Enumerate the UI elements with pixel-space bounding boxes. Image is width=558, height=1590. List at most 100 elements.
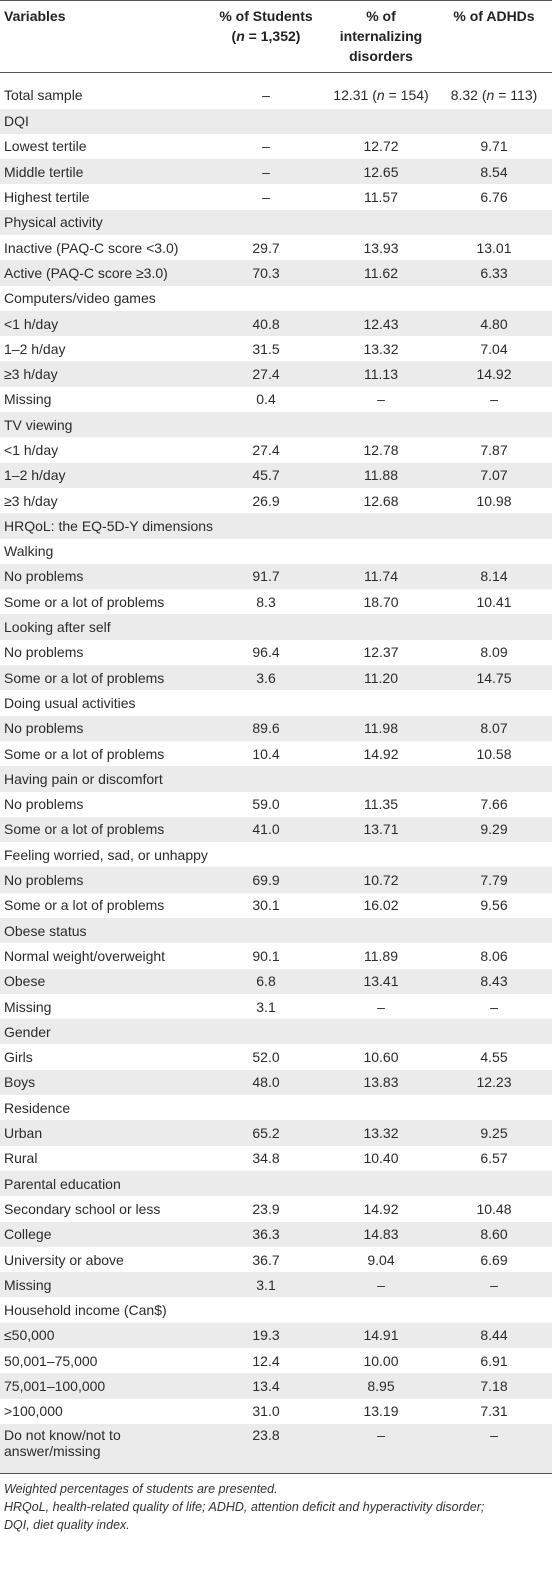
value-cell: 89.6 [252,720,280,737]
table-row: No problems 96.4 12.37 8.09 [0,639,552,666]
value-cell: 40.8 [252,315,280,332]
value-cell: 14.92 [476,366,512,383]
row-label: Missing [4,998,52,1015]
value-cell: 36.3 [252,1226,280,1243]
value-cell: 6.8 [256,973,276,990]
value-cell [436,539,552,564]
value-cell: – [377,1276,385,1293]
value-cell: 12.4 [252,1352,280,1369]
value-cell [206,614,326,639]
value-cell: 18.70 [363,593,399,610]
row-label: ≤50,000 [4,1327,55,1344]
value-cell: 96.4 [252,644,280,661]
value-cell: 13.01 [476,239,512,256]
value-cell: 10.72 [363,872,399,889]
row-label: Residence [4,1099,71,1116]
table-row: Gender [0,1019,552,1045]
value-cell: 14.91 [363,1327,399,1344]
table-row: Girls 52.0 10.60 4.55 [0,1044,552,1070]
value-cell: 14.92 [363,745,399,762]
value-cell: 52.0 [252,1049,280,1066]
value-cell: 11.89 [364,947,398,964]
row-label: 50,001–75,000 [4,1352,98,1369]
value-cell: 6.57 [480,1150,508,1167]
value-cell: 7.18 [480,1377,508,1394]
row-label: 1–2 h/day [4,467,66,484]
table-row: Household income (Can$) [0,1297,552,1323]
value-cell: 7.66 [480,796,508,813]
value-cell: 48.0 [252,1074,280,1091]
value-cell: 10.48 [476,1200,512,1217]
value-cell [206,1019,326,1044]
value-cell: 8.60 [480,1226,508,1243]
value-cell: 12.43 [363,315,399,332]
value-cell [326,1171,436,1196]
value-cell: 6.76 [480,189,508,206]
row-label: Lowest tertile [4,138,87,155]
value-cell: 12.78 [363,442,399,458]
row-label: No problems [4,872,84,889]
value-cell: – [326,1423,436,1475]
table-row: Missing 3.1 – – [0,993,552,1020]
table-row: Middle tertile – 12.65 8.54 [0,159,552,185]
row-label: 1–2 h/day [4,340,66,357]
table-row: Computers/video games [0,285,552,311]
value-cell [436,918,552,943]
table-row: ≥3 h/day 27.4 11.13 14.92 [0,361,552,387]
value-cell: – [436,1423,552,1475]
row-label: Looking after self [4,619,111,636]
value-cell: 7.31 [480,1403,508,1420]
value-cell [326,286,436,311]
value-cell: 23.9 [252,1200,280,1217]
value-cell: 12.31 (n = 154) [333,86,429,103]
value-cell: 14.92 [363,1200,399,1217]
header-adhd: % of ADHDs [436,0,552,73]
value-cell [206,539,326,564]
value-cell [436,286,552,311]
value-cell: 31.0 [252,1403,280,1420]
value-cell: 10.00 [363,1352,399,1369]
value-cell: 36.7 [252,1251,280,1268]
value-cell: 10.60 [363,1049,399,1066]
table-row: >100,000 31.0 13.19 7.31 [0,1398,552,1424]
row-label: Missing [4,391,52,408]
row-label: Doing usual activities [4,694,136,711]
value-cell: 13.71 [363,821,399,838]
value-cell: 0.4 [256,391,276,408]
row-label: TV viewing [4,416,73,433]
table-row: Active (PAQ-C score ≥3.0) 70.3 11.62 6.33 [0,260,552,286]
table-row: Obese status [0,918,552,944]
value-cell: 11.62 [364,264,398,281]
value-cell: 11.74 [364,568,398,585]
value-cell: 7.07 [480,467,508,484]
row-label: Computers/video games [4,290,156,307]
value-cell: 19.3 [252,1327,280,1344]
table-row: Secondary school or less 23.9 14.92 10.48 [0,1196,552,1222]
value-cell [206,286,326,311]
row-label: Parental education [4,1175,121,1192]
value-cell: 7.87 [480,442,508,458]
value-cell [326,109,436,134]
row-label: Some or a lot of problems [4,669,165,686]
value-cell: 8.54 [480,163,508,180]
value-cell: 14.75 [476,669,512,686]
value-cell [326,614,436,639]
value-cell [326,412,436,437]
table-row: Obese 6.8 13.41 8.43 [0,968,552,994]
value-cell: 23.8 [206,1423,326,1475]
value-cell: 13.83 [363,1074,399,1091]
value-cell [206,842,326,867]
table-row: Having pain or discomfort [0,766,552,792]
row-label: Highest tertile [4,189,90,206]
value-cell: 13.41 [363,973,399,990]
footnote-3: DQI, diet quality index. [4,1518,130,1533]
value-cell: 59.0 [252,796,280,813]
table-row: Some or a lot of problems 3.6 11.20 14.75 [0,665,552,691]
row-label: University or above [4,1251,124,1268]
value-cell: 8.3 [256,593,276,610]
row-label: Inactive (PAQ-C score <3.0) [4,239,179,256]
header-students-n: (n = 1,352) [231,28,301,44]
table-row: DQI [0,108,552,134]
value-cell: 14.83 [363,1226,399,1243]
row-label: Some or a lot of problems [4,897,165,914]
